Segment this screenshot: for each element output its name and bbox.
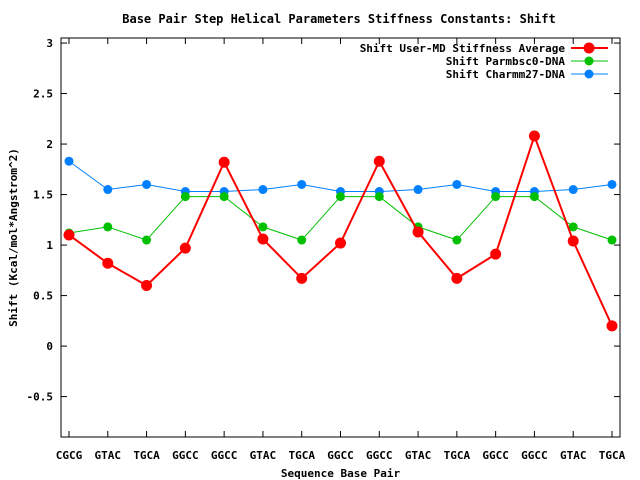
data-point: [568, 185, 578, 195]
x-axis-label: Sequence Base Pair: [281, 467, 401, 480]
x-tick-label: TGCA: [133, 449, 160, 462]
data-point: [451, 272, 463, 284]
x-tick-label: GGCC: [521, 449, 548, 462]
series-line: [68, 196, 613, 241]
legend-marker: [583, 42, 595, 54]
data-point: [142, 179, 152, 189]
legend-item: Shift Parmbsc0-DNA: [446, 55, 608, 68]
data-point: [63, 229, 75, 241]
y-tick-label: 2: [46, 138, 53, 151]
legend-item: Shift Charmm27-DNA: [446, 68, 608, 81]
data-point: [297, 179, 307, 189]
y-tick-label: 1: [46, 239, 53, 252]
x-tick-label: GTAC: [95, 449, 122, 462]
data-point: [102, 257, 114, 269]
x-tick-label: GGCC: [172, 449, 199, 462]
series-1: [63, 130, 618, 332]
data-point: [373, 155, 385, 167]
data-point: [568, 222, 578, 232]
series-line: [68, 160, 613, 193]
y-axis: -0.5 0 0.5 1 1.5 2 2.5 3: [27, 37, 620, 404]
x-axis: CGCG GTAC TGCA GGCC GGCC GTAC TGCA GGCC GGCC GTAC…: [56, 38, 626, 462]
x-tick-label: GTAC: [250, 449, 277, 462]
legend-label: Shift Parmbsc0-DNA: [446, 55, 566, 68]
data-point: [297, 235, 307, 245]
data-point: [296, 272, 308, 284]
y-tick-label: 1.5: [33, 189, 53, 202]
x-tick-label: TGCA: [599, 449, 626, 462]
x-tick-label: GTAC: [405, 449, 432, 462]
data-point: [607, 179, 617, 189]
data-point: [141, 279, 153, 291]
x-tick-label: TGCA: [288, 449, 315, 462]
data-point: [452, 235, 462, 245]
data-point: [491, 192, 501, 202]
legend-item: Shift User-MD Stiffness Average: [360, 42, 608, 55]
legend-marker: [584, 69, 594, 79]
y-tick-label: -0.5: [27, 391, 54, 404]
data-point: [180, 192, 190, 202]
series-3: [64, 156, 617, 197]
data-point: [336, 192, 345, 202]
y-tick-label: 2.5: [33, 88, 53, 101]
data-point: [103, 222, 113, 232]
data-point: [219, 192, 229, 202]
data-point: [258, 185, 268, 195]
data-point: [335, 237, 346, 249]
legend-marker: [584, 56, 594, 66]
data-point: [529, 192, 539, 202]
data-point: [64, 156, 74, 166]
data-point: [218, 156, 230, 168]
data-point: [179, 242, 191, 254]
y-axis-label: Shift (Kcal/mol*Angstrom^2): [7, 148, 20, 327]
data-point: [490, 248, 502, 260]
data-point: [607, 235, 617, 245]
series-layer: [63, 130, 618, 332]
data-point: [103, 185, 113, 195]
x-tick-label: GGCC: [327, 449, 354, 462]
data-point: [374, 192, 384, 202]
x-tick-label: TGCA: [444, 449, 471, 462]
data-point: [452, 179, 462, 189]
chart-title: Base Pair Step Helical Parameters Stiffn…: [122, 12, 555, 26]
x-tick-label: GGCC: [482, 449, 509, 462]
x-tick-label: CGCG: [56, 449, 83, 462]
x-tick-label: GTAC: [560, 449, 587, 462]
data-point: [142, 235, 152, 245]
series-2: [64, 192, 617, 245]
y-tick-label: 0.5: [33, 290, 53, 303]
legend-label: Shift User-MD Stiffness Average: [360, 42, 566, 55]
legend-label: Shift Charmm27-DNA: [446, 68, 566, 81]
x-tick-label: GGCC: [211, 449, 238, 462]
data-point: [257, 233, 269, 245]
data-point: [606, 320, 618, 332]
data-point: [412, 226, 424, 238]
x-tick-label: GGCC: [366, 449, 393, 462]
series-line: [68, 132, 613, 327]
data-point: [528, 130, 540, 142]
data-point: [258, 222, 268, 232]
y-tick-label: 3: [46, 37, 53, 50]
y-tick-label: 0: [46, 340, 53, 353]
data-point: [567, 235, 579, 247]
data-point: [413, 185, 423, 195]
